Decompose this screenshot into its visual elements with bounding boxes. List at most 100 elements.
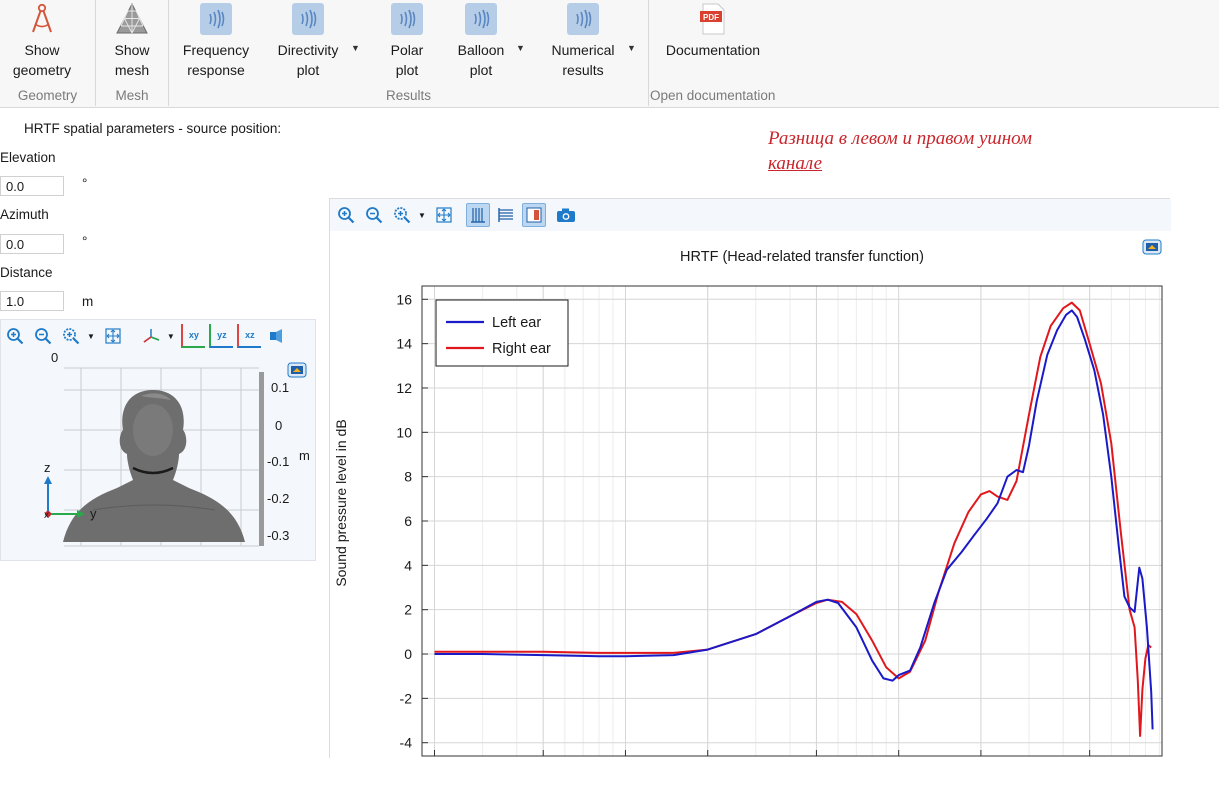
geometry-toolbar: ▼ ▼ xy yz xz — [3, 324, 293, 348]
scale-tick: 0.1 — [271, 380, 289, 395]
zoom-box-icon[interactable] — [59, 324, 83, 348]
zoom-extents-icon[interactable] — [432, 203, 456, 227]
frequency-response-label-2: response — [187, 62, 245, 78]
numerical-results-label-1: Numerical — [551, 42, 615, 58]
elevation-unit: ° — [82, 176, 88, 191]
scale-unit: m — [299, 448, 310, 463]
legend-toggle-icon[interactable] — [521, 203, 546, 227]
chevron-down-icon[interactable]: ▼ — [627, 43, 636, 53]
directivity-plot-label-1: Directivity — [277, 42, 339, 58]
mesh-icon — [116, 2, 148, 34]
zoom-box-icon[interactable] — [390, 203, 414, 227]
show-mesh-label-2: mesh — [114, 62, 150, 78]
zoom-out-icon[interactable] — [362, 203, 386, 227]
y-tick-label: 12 — [396, 380, 412, 396]
directivity-plot-button[interactable]: Directivity plot ▼ — [270, 0, 360, 86]
axis-x-label: x — [44, 510, 49, 521]
head-model — [63, 390, 245, 542]
y-tick-label: -2 — [400, 690, 413, 706]
chart-title: HRTF (Head-related transfer function) — [680, 249, 924, 265]
frequency-response-label-1: Frequency — [182, 42, 250, 58]
zoom-extents-icon[interactable] — [101, 324, 125, 348]
scene-light-icon[interactable] — [265, 324, 289, 348]
numerical-results-button[interactable]: Numerical results ▼ — [546, 0, 636, 86]
ribbon-separator — [648, 0, 649, 106]
pdf-icon: PDF — [700, 3, 725, 35]
azimuth-unit: ° — [82, 234, 88, 249]
compass-icon — [32, 3, 52, 33]
chevron-down-icon[interactable]: ▼ — [87, 331, 95, 341]
axis-z-label: z — [44, 460, 51, 475]
zoom-in-icon[interactable] — [3, 324, 27, 348]
chevron-down-icon[interactable]: ▼ — [166, 331, 175, 341]
y-axis-label: Sound pressure level in dB — [333, 419, 349, 586]
geometry-graphics-panel[interactable]: ▼ ▼ xy yz xz 0.1 — [0, 319, 316, 561]
show-mesh-button[interactable]: Show mesh — [102, 0, 162, 86]
group-label-mesh: Mesh — [115, 88, 149, 103]
distance-unit: m — [82, 294, 94, 309]
chevron-down-icon[interactable]: ▼ — [418, 210, 426, 220]
scale-tick: -0.2 — [267, 491, 289, 506]
zoom-out-icon[interactable] — [31, 324, 55, 348]
sound-wave-icon — [391, 3, 423, 35]
documentation-button[interactable]: PDF Documentation — [660, 0, 766, 86]
annotation-line-2: канале — [768, 153, 823, 174]
pdf-badge: PDF — [703, 13, 719, 22]
x-grid-toggle-icon[interactable] — [465, 203, 490, 227]
numerical-results-label-2: results — [562, 62, 604, 78]
y-tick-label: 10 — [396, 424, 412, 440]
chevron-down-icon[interactable]: ▼ — [516, 43, 525, 53]
balloon-plot-button[interactable]: Balloon plot ▼ — [452, 0, 525, 86]
view-yz-icon[interactable]: yz — [208, 324, 233, 348]
scale-tick: 0 — [275, 418, 282, 433]
axis-y-label: y — [90, 506, 97, 521]
distance-field[interactable]: 1.0 — [0, 291, 64, 311]
legend-label: Right ear — [492, 341, 551, 357]
axis-triad: z y x — [44, 460, 97, 521]
sound-wave-icon — [465, 3, 497, 35]
scale-tick: -0.3 — [267, 528, 289, 543]
y-tick-label: 0 — [404, 646, 412, 662]
axis-orientation-icon[interactable] — [139, 324, 163, 348]
group-label-open-documentation: Open documentation — [650, 88, 776, 103]
sound-wave-icon — [292, 3, 324, 35]
frequency-response-button[interactable]: Frequency response — [176, 0, 256, 86]
y-tick-label: 14 — [396, 336, 412, 352]
scale-bar — [259, 372, 264, 546]
y-tick-label: -4 — [400, 735, 413, 751]
elevation-field[interactable]: 0.0 — [0, 176, 64, 196]
y-tick-label: 8 — [404, 469, 412, 485]
ribbon-toolbar: Show geometry Show mesh Frequency respon… — [0, 0, 1219, 108]
plot-panel: ▼ HRTF (Head-related transfer function) 2… — [329, 198, 1171, 759]
camera-icon[interactable] — [554, 203, 578, 227]
sound-wave-icon — [567, 3, 599, 35]
legend-label: Left ear — [492, 315, 541, 331]
annotation-line-1: Разница в левом и правом ушном — [768, 128, 1033, 149]
polar-plot-button[interactable]: Polar plot — [380, 0, 434, 86]
plot-toolbar: ▼ — [330, 199, 1171, 231]
y-tick-label: 16 — [396, 291, 412, 307]
polar-plot-label-2: plot — [395, 62, 419, 78]
elevation-label: Elevation — [0, 150, 56, 165]
scene-image-icon[interactable] — [1142, 239, 1162, 260]
scale-tick: -0.1 — [267, 454, 289, 469]
hrtf-chart[interactable]: HRTF (Head-related transfer function)205… — [330, 231, 1171, 759]
y-grid-toggle-icon[interactable] — [494, 203, 518, 227]
legend-box — [435, 299, 569, 367]
show-geometry-button[interactable]: Show geometry — [6, 0, 78, 86]
handwritten-annotation: Разница в левом и правом ушном канале — [768, 126, 1128, 176]
scene-image-icon[interactable] — [287, 362, 307, 383]
y-tick-label: 4 — [404, 557, 412, 573]
view-xz-icon[interactable]: xz — [236, 324, 261, 348]
show-geometry-label-2: geometry — [12, 62, 72, 78]
y-tick-label: 6 — [404, 513, 412, 529]
chevron-down-icon[interactable]: ▼ — [351, 43, 360, 53]
polar-plot-label-1: Polar — [390, 42, 424, 58]
view-xy-icon[interactable]: xy — [180, 324, 205, 348]
zoom-in-icon[interactable] — [334, 203, 358, 227]
balloon-plot-label-1: Balloon — [457, 42, 505, 58]
ribbon-separator — [95, 0, 96, 106]
y-tick-label: 2 — [404, 602, 412, 618]
azimuth-field[interactable]: 0.0 — [0, 234, 64, 254]
section-title: HRTF spatial parameters - source positio… — [24, 121, 282, 136]
